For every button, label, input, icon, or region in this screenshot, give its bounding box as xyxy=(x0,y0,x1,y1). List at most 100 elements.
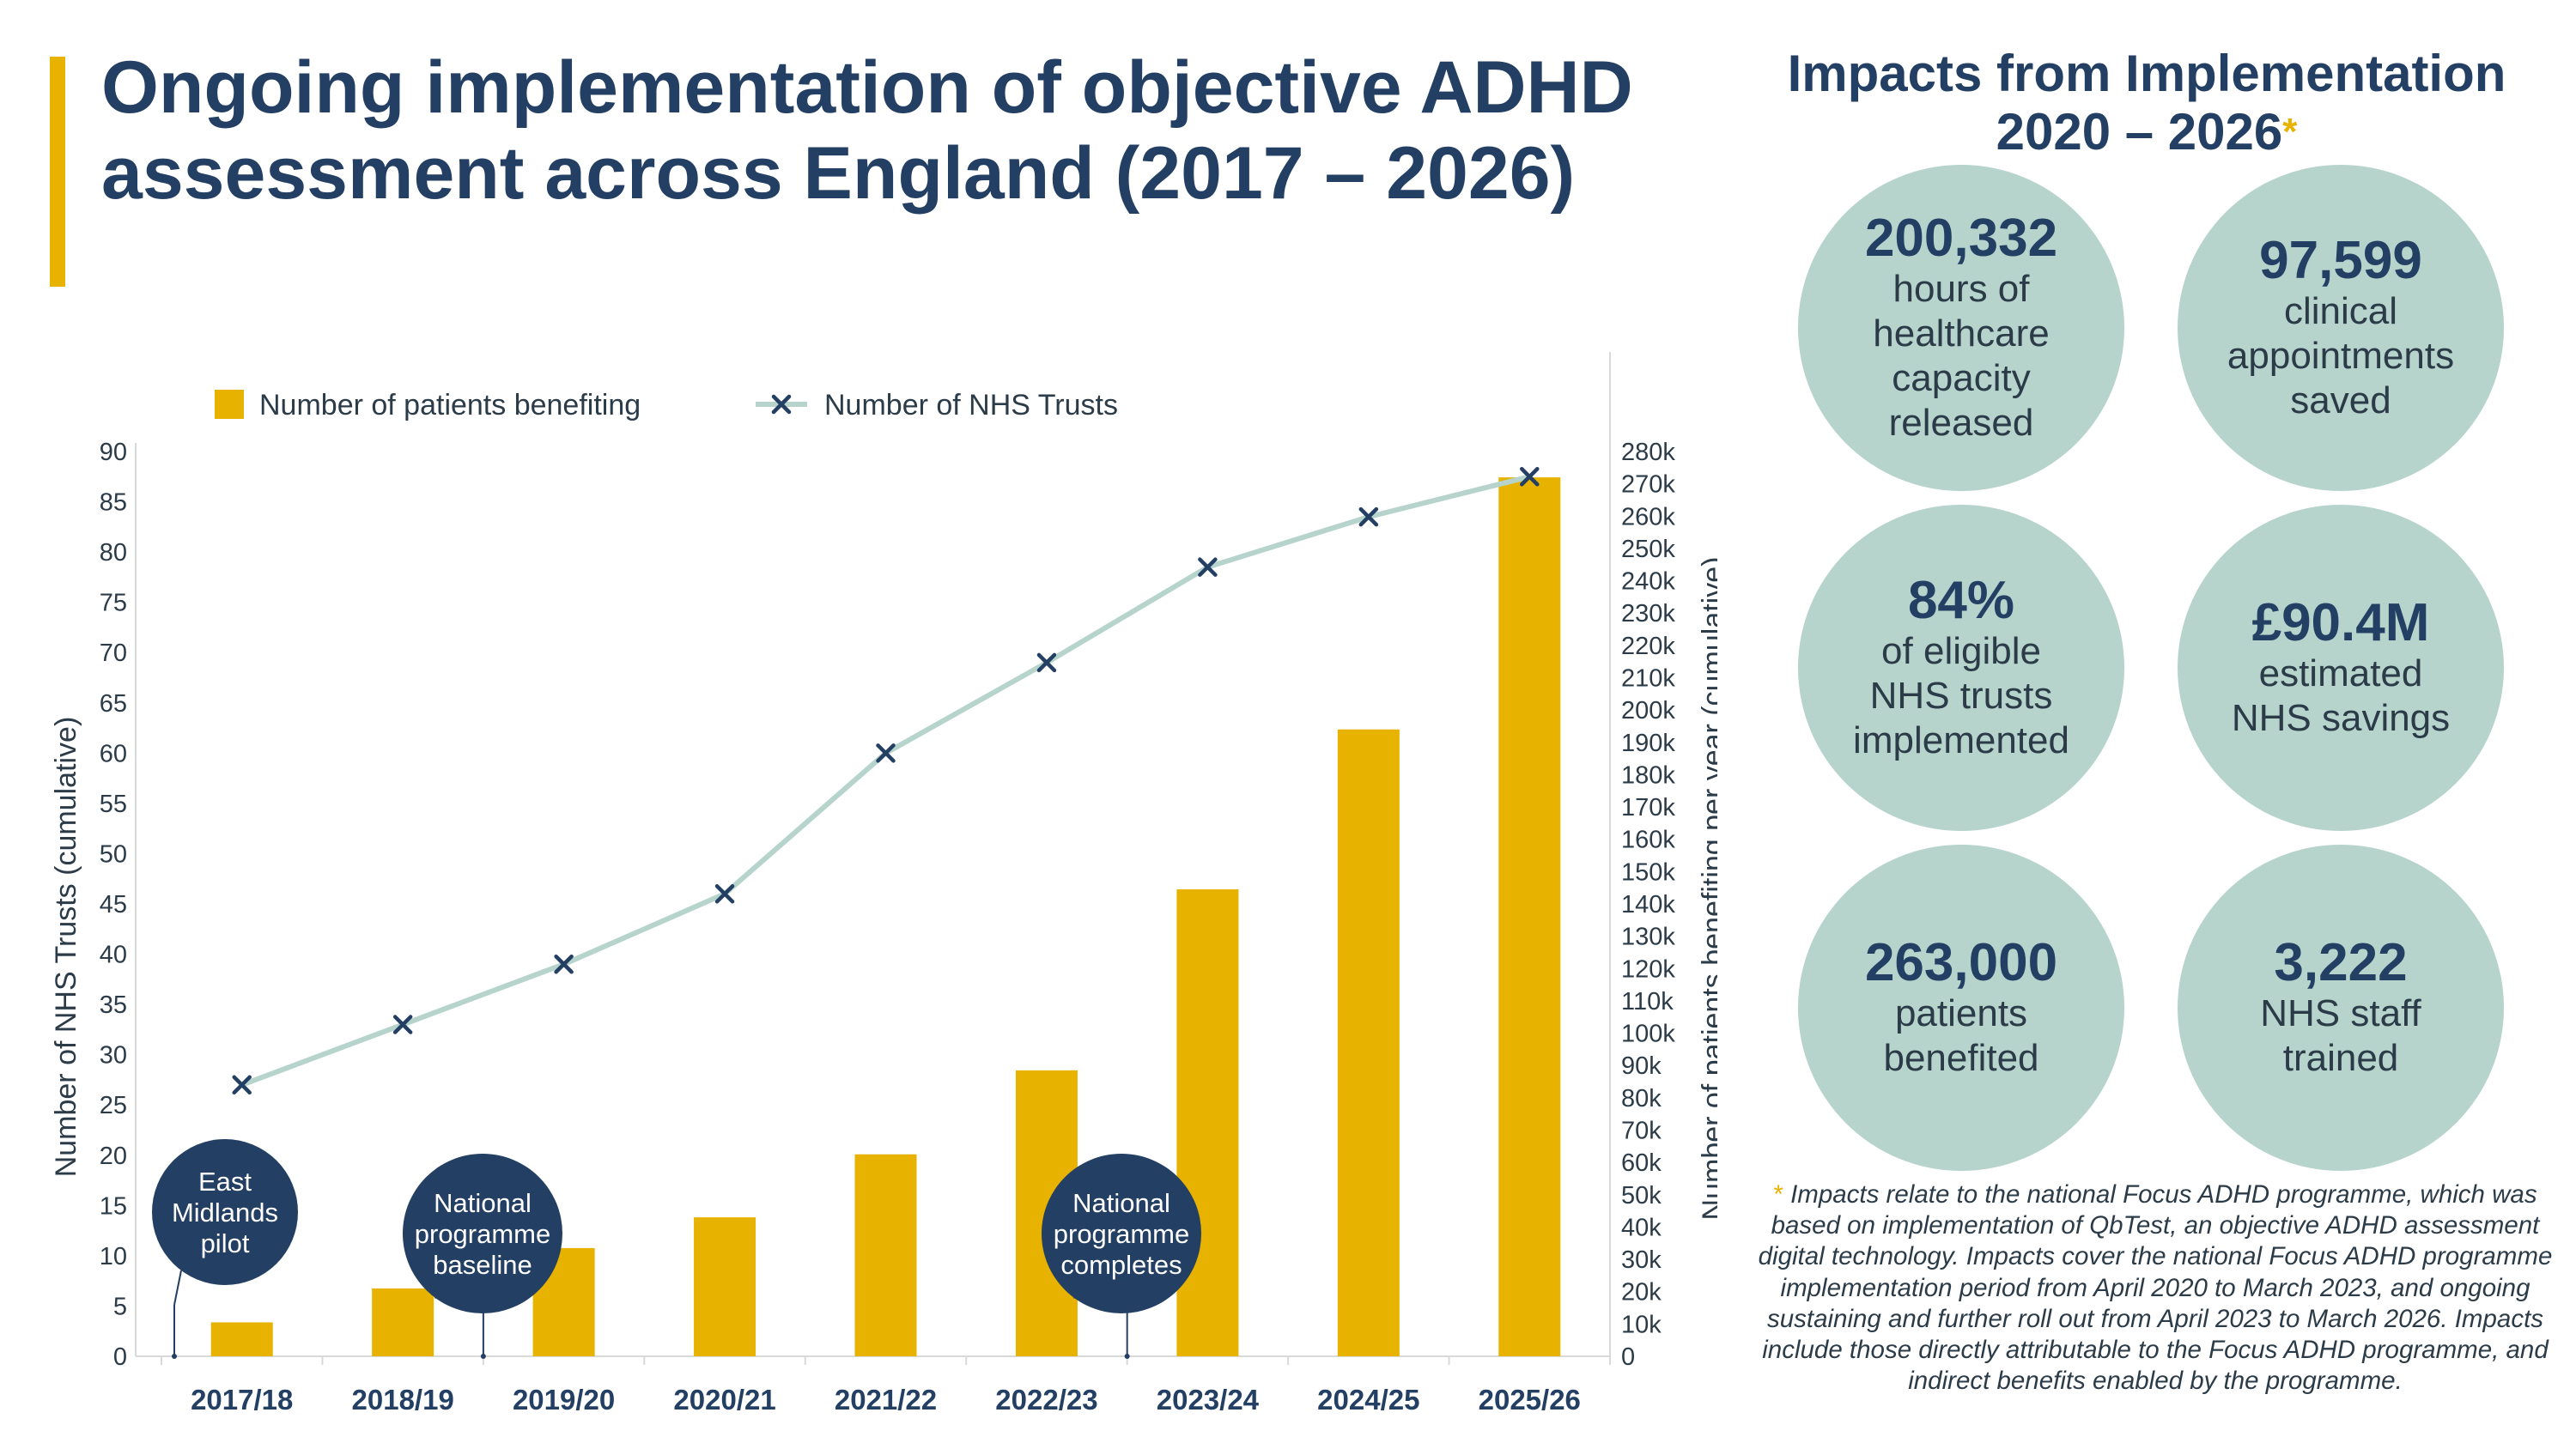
annotation-bubble xyxy=(152,1139,298,1285)
annotation-label: East Midlands pilot xyxy=(172,1167,278,1258)
left-tick-label: 90 xyxy=(100,439,127,466)
right-tick-label: 80k xyxy=(1621,1085,1662,1113)
impacts-title-line2: 2020 – 2026 xyxy=(1996,103,2283,161)
marker-trusts-2019/20 xyxy=(554,955,574,974)
annotation-label-line: National xyxy=(434,1188,532,1218)
right-tick-label: 110k xyxy=(1621,988,1674,1016)
impact-circle-hours: 200,332 hours of healthcare capacity rel… xyxy=(1798,165,2124,491)
x-tick-label: 2019/20 xyxy=(513,1384,615,1416)
x-tick-label: 2022/23 xyxy=(995,1384,1097,1416)
annotation-label: National programme completes xyxy=(1054,1188,1190,1280)
impact-circle-patients: 263,000 patients benefited xyxy=(1798,845,2124,1171)
left-tick-label: 55 xyxy=(100,791,127,818)
annotation-label-line: programme xyxy=(415,1219,551,1249)
right-tick-label: 90k xyxy=(1621,1052,1662,1080)
annotation-bubble xyxy=(403,1154,562,1313)
combo-chart: 0 5 10 15 20 25 30 35 40 45 50 55 60 65 70 75 80 85 90 0 10k… xyxy=(50,352,1717,1416)
right-tick-label: 280k xyxy=(1621,439,1675,466)
legend-label-trusts: Number of NHS Trusts xyxy=(824,389,1118,421)
right-tick-label: 100k xyxy=(1621,1021,1675,1048)
right-axis-title: Number of patients benefiting per year (… xyxy=(1697,557,1717,1221)
right-tick-label: 70k xyxy=(1621,1118,1662,1145)
marker-trusts-2020/21 xyxy=(714,884,735,904)
bar-patients-2025/26 xyxy=(1498,477,1561,1356)
page-title: Ongoing implementation of objective ADHD… xyxy=(101,46,1633,215)
right-tick-label: 120k xyxy=(1621,955,1675,983)
marker-trusts-2018/19 xyxy=(392,1015,413,1034)
impact-circle-appointments: 97,599 clinical appointments saved xyxy=(2178,165,2504,491)
left-tick-label: 20 xyxy=(100,1143,127,1170)
left-tick-label: 45 xyxy=(100,891,127,919)
x-tick-label: 2024/25 xyxy=(1317,1384,1419,1416)
annotation-pointer xyxy=(173,1270,182,1306)
right-tick-label: 10k xyxy=(1621,1311,1662,1338)
left-tick-label: 75 xyxy=(100,590,127,617)
line-trusts xyxy=(240,474,1531,1088)
impact-circle-staff: 3,222 NHS staff trained xyxy=(2178,845,2504,1171)
marker-trusts-2025/26 xyxy=(1520,467,1540,487)
right-tick-label: 0 xyxy=(1621,1343,1635,1371)
annotation-label-line: programme xyxy=(1054,1219,1190,1249)
marker-trusts-2017/18 xyxy=(232,1075,252,1095)
right-tick-label: 50k xyxy=(1621,1182,1662,1210)
marker-trusts-2023/24 xyxy=(1198,557,1218,577)
right-tick-label: 230k xyxy=(1621,600,1675,627)
annotation-bubble xyxy=(1042,1154,1201,1313)
impact-savings-value: £90.4M xyxy=(2251,593,2430,652)
annotation-anchor-dot xyxy=(480,1354,486,1359)
right-tick-label: 220k xyxy=(1621,633,1675,660)
impact-circle-savings: £90.4M estimated NHS savings xyxy=(2178,505,2504,831)
impact-staff-value: 3,222 xyxy=(2274,933,2408,992)
annotation-label-line: East xyxy=(198,1167,252,1197)
left-tick-label: 50 xyxy=(100,840,127,868)
left-tick-label: 0 xyxy=(113,1343,127,1371)
left-tick-label: 35 xyxy=(100,991,127,1019)
impact-patients-text: patients benefited xyxy=(1883,992,2039,1079)
bar-patients-2020/21 xyxy=(694,1217,756,1356)
annotation-anchor-dot xyxy=(172,1354,177,1359)
x-tick-label: 2025/26 xyxy=(1479,1384,1581,1416)
impact-hours-text: hours of healthcare capacity released xyxy=(1873,268,2050,444)
left-tick-label: 80 xyxy=(100,539,127,567)
impact-staff-text: NHS staff trained xyxy=(2260,992,2421,1079)
right-tick-label: 250k xyxy=(1621,536,1675,563)
annotation-label-line: pilot xyxy=(201,1228,250,1258)
legend-marker-trusts xyxy=(771,394,792,415)
bar-patients-2021/22 xyxy=(854,1154,917,1356)
bar-patients-2023/24 xyxy=(1176,889,1239,1356)
right-tick-label: 260k xyxy=(1621,503,1675,530)
impacts-title-line1: Impacts from Implementation xyxy=(1787,45,2506,102)
impact-patients-value: 263,000 xyxy=(1864,933,2058,992)
right-tick-label: 240k xyxy=(1621,568,1675,596)
legend-swatch-patients xyxy=(215,390,244,419)
left-tick-label: 5 xyxy=(113,1293,127,1320)
impact-hours-value: 200,332 xyxy=(1864,209,2058,268)
x-tick-label: 2021/22 xyxy=(835,1384,937,1416)
left-tick-label: 10 xyxy=(100,1243,127,1270)
marker-trusts-2024/25 xyxy=(1358,506,1379,527)
impacts-title-star: * xyxy=(2282,111,2298,153)
right-tick-label: 200k xyxy=(1621,697,1675,724)
annotation-anchor-dot xyxy=(1124,1354,1130,1359)
left-tick-label: 40 xyxy=(100,942,127,969)
legend-label-patients: Number of patients benefiting xyxy=(259,389,641,421)
impact-appointments-value: 97,599 xyxy=(2259,231,2422,290)
impact-trusts-value: 84% xyxy=(1907,571,2015,630)
left-tick-label: 65 xyxy=(100,690,127,718)
right-tick-label: 20k xyxy=(1621,1279,1662,1307)
right-tick-label: 170k xyxy=(1621,794,1675,822)
annotation-label-line: baseline xyxy=(433,1250,532,1280)
marker-trusts-2022/23 xyxy=(1036,652,1057,673)
annotation-label-line: completes xyxy=(1060,1250,1182,1280)
bar-patients-2017/18 xyxy=(210,1322,273,1356)
bar-patients-2024/25 xyxy=(1337,729,1400,1356)
left-tick-label: 60 xyxy=(100,740,127,767)
impact-circle-trusts: 84% of eligible NHS trusts implemented xyxy=(1798,505,2124,831)
right-tick-label: 150k xyxy=(1621,858,1675,886)
left-tick-label: 85 xyxy=(100,489,127,517)
right-tick-label: 60k xyxy=(1621,1149,1662,1177)
left-tick-label: 30 xyxy=(100,1042,127,1070)
right-tick-label: 130k xyxy=(1621,924,1675,951)
impact-savings-text: estimated NHS savings xyxy=(2231,652,2451,739)
annotation-label-line: National xyxy=(1072,1188,1170,1218)
